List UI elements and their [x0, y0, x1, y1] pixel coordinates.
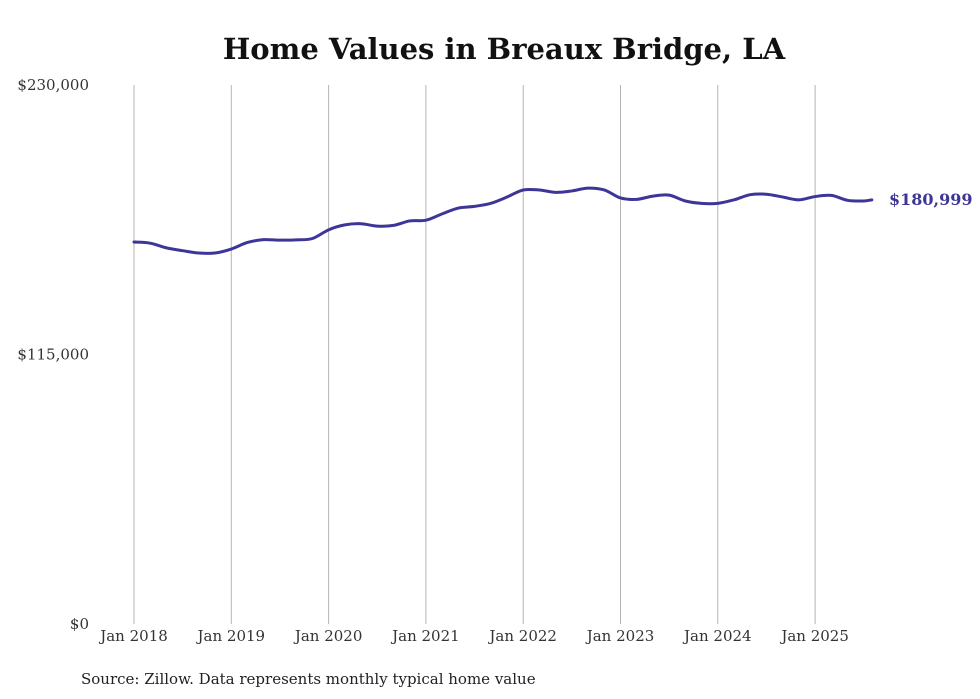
x-tick-label: Jan 2018: [98, 627, 168, 645]
series-line-home-value: [132, 186, 874, 255]
x-axis: Jan 2018 Jan 2019 Jan 2020 Jan 2021 Jan 2022…: [98, 627, 849, 645]
x-tick-label: Jan 2023: [585, 627, 655, 645]
y-tick-label: $115,000: [17, 346, 89, 364]
x-tick-label: Jan 2021: [390, 627, 460, 645]
chart-title: Home Values in Breaux Bridge, LA: [223, 32, 786, 66]
gridlines: [133, 85, 816, 624]
x-tick-label: Jan 2022: [487, 627, 557, 645]
y-tick-label: $0: [70, 615, 89, 633]
x-tick-label: Jan 2024: [682, 627, 752, 645]
x-tick-label: Jan 2025: [779, 627, 849, 645]
x-tick-label: Jan 2019: [196, 627, 266, 645]
source-note: Source: Zillow. Data represents monthly …: [81, 670, 536, 688]
end-value-label: $180,999: [889, 190, 973, 209]
y-tick-label: $230,000: [17, 76, 89, 94]
y-axis: $0 $115,000 $230,000: [17, 76, 89, 633]
x-tick-label: Jan 2020: [293, 627, 363, 645]
